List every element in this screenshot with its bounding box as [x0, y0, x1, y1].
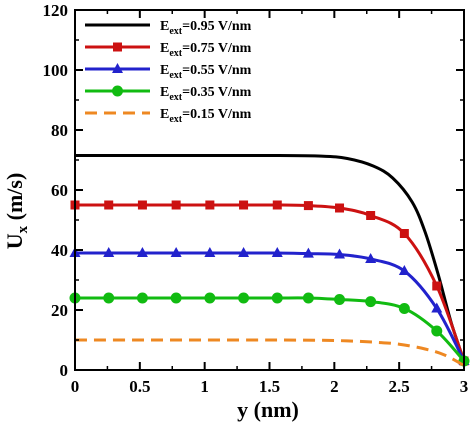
series-3-point-8	[334, 294, 346, 305]
legend-label-0: Eext=0.95 V/nm	[160, 19, 252, 37]
y-tick-label-2: 40	[51, 241, 68, 260]
legend-label-2: Eext=0.55 V/nm	[160, 63, 252, 81]
x-tick-label-5: 2.5	[389, 377, 410, 396]
series-2-point-2	[136, 247, 148, 257]
y-tick-label-5: 100	[43, 61, 69, 80]
series-2-point-10	[398, 265, 410, 275]
legend-label-rest-4: =0.15 V/nm	[182, 107, 252, 122]
legend-label-4: Eext=0.15 V/nm	[160, 107, 252, 125]
legend-label-main-3: E	[160, 85, 169, 100]
series-line-0	[75, 153, 466, 362]
tick-layer: 0 0.5 1 1.5 2 2.5 3 0 20 40 60 80 100 120	[43, 1, 469, 396]
series-1-point-7	[303, 201, 313, 211]
y-tick-label-6: 120	[43, 1, 69, 20]
series-3-point-4	[204, 292, 216, 304]
legend-entry-1: Eext=0.75 V/nm	[85, 41, 252, 59]
series-4	[75, 338, 465, 367]
legend-label-rest-0: =0.95 V/nm	[182, 19, 252, 34]
series-1-point-9	[366, 211, 376, 220]
legend-marker-2	[112, 63, 123, 73]
legend-label-rest-3: =0.35 V/nm	[182, 85, 252, 100]
y-axis-title-sub: x	[15, 225, 31, 233]
legend-label-sub-3: ext	[169, 92, 182, 103]
legend-label-sub-2: ext	[169, 70, 182, 81]
x-tick-label-3: 1.5	[259, 377, 280, 396]
x-tick-label-0: 0	[71, 377, 80, 396]
series-2-point-9	[365, 253, 377, 263]
series-3-point-11	[431, 325, 443, 337]
legend-label-sub-4: ext	[169, 114, 182, 125]
legend-label-main-2: E	[160, 63, 169, 78]
series-1-point-4	[205, 200, 215, 210]
series-3-point-9	[365, 296, 377, 308]
series-3-point-2	[136, 292, 148, 304]
series-1-point-11	[432, 281, 442, 291]
series-3-point-1	[103, 292, 115, 304]
y-axis-title-unit: (m/s)	[2, 173, 27, 226]
series-line-4	[75, 338, 465, 367]
legend-label-sub-1: ext	[169, 48, 182, 59]
series-layer	[69, 153, 470, 367]
series-3-point-5	[238, 292, 250, 304]
y-axis-title-main: U	[2, 233, 27, 249]
series-3	[69, 292, 470, 367]
legend-entry-2: Eext=0.55 V/nm	[85, 63, 252, 81]
series-3-point-10	[398, 303, 410, 314]
series-2-point-5	[238, 247, 250, 257]
x-tick-label-2: 1	[200, 377, 209, 396]
series-2-point-8	[334, 248, 346, 259]
y-axis-title: Ux (m/s)	[2, 173, 31, 250]
series-1-point-3	[171, 200, 181, 210]
legend-marker-3	[112, 85, 123, 97]
x-axis-title: y (nm)	[237, 397, 299, 422]
y-tick-label-0: 0	[60, 361, 69, 380]
legend-label-3: Eext=0.35 V/nm	[160, 85, 252, 103]
legend-entry-0: Eext=0.95 V/nm	[85, 19, 252, 37]
x-tick-label-4: 2	[330, 377, 339, 396]
series-2-point-4	[204, 247, 216, 257]
legend-label-main-4: E	[160, 107, 169, 122]
series-2-point-11	[431, 302, 443, 313]
series-line-1	[75, 203, 466, 362]
series-2	[69, 247, 470, 365]
series-1-point-1	[104, 200, 114, 210]
y-tick-label-1: 20	[51, 301, 68, 320]
legend-label-main-0: E	[160, 19, 169, 34]
series-2-point-3	[170, 247, 182, 257]
series-2-point-1	[103, 247, 115, 257]
series-2-point-6	[271, 247, 283, 257]
series-1-point-2	[137, 200, 147, 210]
x-tick-label-1: 0.5	[129, 377, 150, 396]
legend-marker-1	[113, 42, 122, 52]
series-1-point-5	[239, 200, 249, 210]
series-2-point-7	[302, 247, 314, 258]
series-1-point-10	[399, 229, 409, 238]
series-3-point-6	[271, 292, 283, 304]
series-1-point-8	[335, 203, 345, 213]
y-tick-label-3: 60	[51, 181, 68, 200]
legend-label-sub-0: ext	[169, 26, 182, 37]
series-0	[75, 153, 466, 362]
legend-label-rest-2: =0.55 V/nm	[182, 63, 252, 78]
series-3-point-3	[170, 292, 182, 304]
legend-entry-3: Eext=0.35 V/nm	[85, 85, 252, 103]
x-tick-label-6: 3	[460, 377, 469, 396]
series-1-point-6	[272, 200, 282, 210]
y-tick-label-4: 80	[51, 121, 68, 140]
series-3-point-7	[302, 292, 314, 304]
legend-label-1: Eext=0.75 V/nm	[160, 41, 252, 59]
legend-entry-4: Eext=0.15 V/nm	[85, 107, 252, 125]
legend-label-rest-1: =0.75 V/nm	[182, 41, 252, 56]
legend-label-main-1: E	[160, 41, 169, 56]
